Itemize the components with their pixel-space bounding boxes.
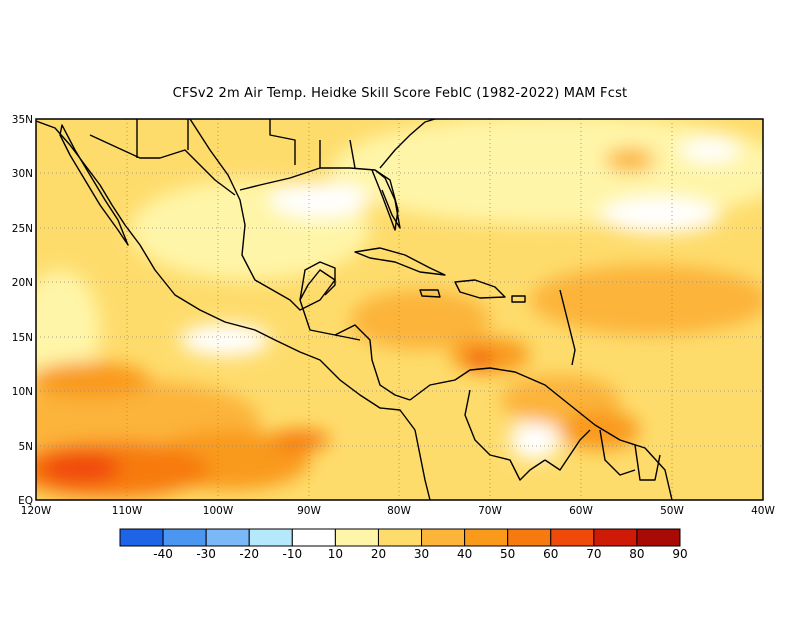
colorbar-swatch <box>162 528 207 547</box>
colorbar-label: 50 <box>500 547 515 561</box>
colorbar-label: 20 <box>371 547 386 561</box>
lat-label-25n: 25N <box>12 223 33 235</box>
colorbar-swatch <box>334 528 379 547</box>
colorbar-label: 70 <box>586 547 601 561</box>
colorbar-swatch <box>205 528 250 547</box>
lon-label-110w: 110W <box>112 505 143 517</box>
latitude-axis: 35N 30N 25N 20N 15N 10N 5N EQ <box>12 114 33 507</box>
lon-label-60w: 60W <box>569 505 593 517</box>
colorbar-label: -20 <box>239 547 259 561</box>
colorbar-label: -30 <box>196 547 216 561</box>
lon-label-70w: 70W <box>478 505 502 517</box>
lat-label-eq: EQ <box>18 495 33 507</box>
plot-frame <box>35 118 764 501</box>
colorbar-swatch <box>421 528 466 547</box>
lon-label-80w: 80W <box>387 505 411 517</box>
colorbar-label: 40 <box>457 547 472 561</box>
skill-score-field <box>36 119 763 500</box>
colorbar-label: 30 <box>414 547 429 561</box>
colorbar-swatch <box>593 528 638 547</box>
lon-label-50w: 50W <box>660 505 684 517</box>
colorbar-label: -10 <box>283 547 303 561</box>
colorbar-label: 80 <box>629 547 644 561</box>
colorbar-label: 60 <box>543 547 558 561</box>
lon-label-120w: 120W <box>21 505 52 517</box>
lat-label-30n: 30N <box>12 168 33 180</box>
colorbar-label: -40 <box>153 547 173 561</box>
colorbar-label: 10 <box>328 547 343 561</box>
lon-label-90w: 90W <box>297 505 321 517</box>
lat-label-10n: 10N <box>12 386 33 398</box>
colorbar-swatch <box>291 528 336 547</box>
lat-label-35n: 35N <box>12 114 33 126</box>
colorbar-swatch <box>550 528 595 547</box>
coastlines <box>36 119 673 500</box>
colorbar-swatch <box>377 528 423 547</box>
lon-label-40w: 40W <box>751 505 775 517</box>
lat-label-5n: 5N <box>18 441 33 453</box>
colorbar: -40 -30 -20 -10 10 20 30 40 50 60 70 80 90 <box>119 528 688 561</box>
colorbar-swatch <box>636 528 681 547</box>
colorbar-swatch <box>119 528 164 547</box>
colorbar-label: 90 <box>672 547 687 561</box>
map-title: CFSv2 2m Air Temp. Heidke Skill Score Fe… <box>172 86 628 101</box>
lat-label-15n: 15N <box>12 332 33 344</box>
colorbar-swatch <box>507 528 552 547</box>
lat-label-20n: 20N <box>12 277 33 289</box>
colorbar-swatch <box>248 528 293 547</box>
lon-label-100w: 100W <box>203 505 234 517</box>
longitude-axis: 120W 110W 100W 90W 80W 70W 60W 50W 40W <box>21 505 776 517</box>
colorbar-swatch <box>464 528 509 547</box>
